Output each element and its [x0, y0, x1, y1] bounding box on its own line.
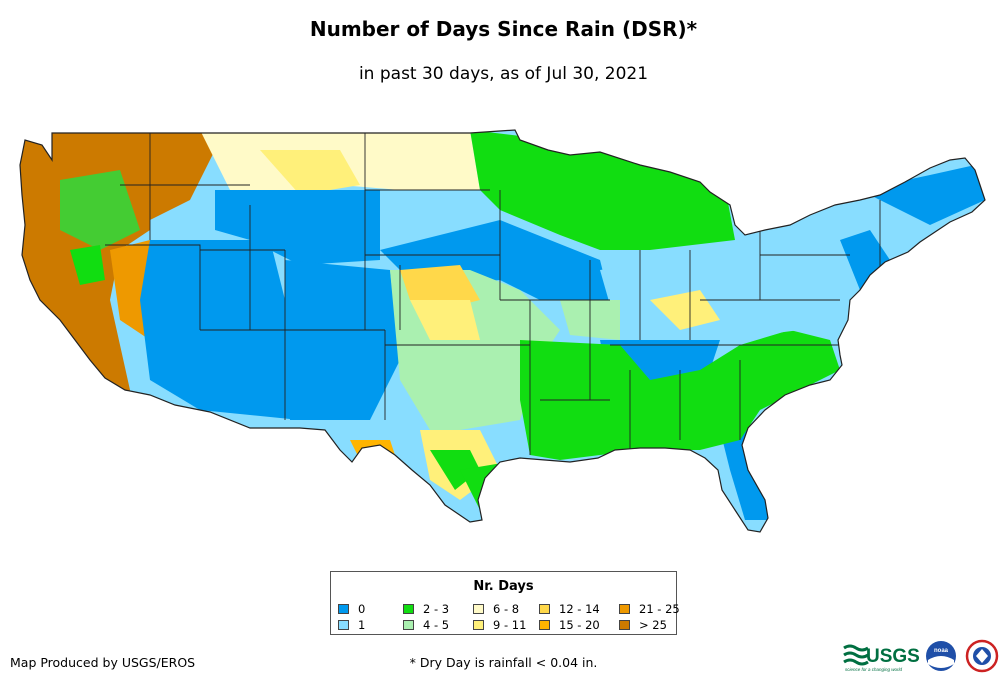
legend-swatch — [338, 604, 349, 614]
legend-swatch — [473, 604, 484, 614]
dsr-zones — [20, 130, 985, 532]
legend-label: 6 - 8 — [493, 602, 520, 616]
legend-swatch — [539, 620, 550, 630]
legend-item: 2 - 3 — [403, 602, 449, 616]
usgs-tagline: science for a changing world — [845, 667, 903, 672]
legend-label: 9 - 11 — [493, 618, 527, 632]
legend-label: 12 - 14 — [559, 602, 600, 616]
legend-item: 21 - 25 — [619, 602, 680, 616]
usgs-wordmark: USGS — [866, 646, 920, 667]
legend-item: 12 - 14 — [539, 602, 600, 616]
state-borders — [105, 133, 881, 455]
legend-label: > 25 — [639, 618, 667, 632]
usgs-logo: USGS science for a changing world — [843, 644, 920, 672]
map-legend: Nr. Days 0 1 2 - 3 4 - 5 6 - 8 9 - 11 12 - 14 1… — [330, 571, 680, 635]
noaa-wordmark: noaa — [934, 648, 949, 654]
legend-swatch — [403, 604, 414, 614]
legend-label: 1 — [358, 618, 366, 632]
legend-label: 21 - 25 — [639, 602, 680, 616]
legend-item: 6 - 8 — [473, 602, 519, 616]
legend-item: 1 — [338, 618, 365, 632]
footnote-text: * Dry Day is rainfall < 0.04 in. — [409, 655, 598, 670]
legend-swatch — [619, 604, 630, 614]
legend-swatch — [473, 620, 484, 630]
legend-item: 0 — [338, 602, 365, 616]
legend-swatch — [403, 620, 414, 630]
legend-swatch — [619, 620, 630, 630]
map-title: Number of Days Since Rain (DSR)* — [309, 17, 698, 41]
legend-label: 2 - 3 — [423, 602, 450, 616]
legend-item: 4 - 5 — [403, 618, 449, 632]
agency-logos: USGS science for a changing world noaa — [843, 639, 999, 673]
legend-label: 15 - 20 — [559, 618, 600, 632]
legend-item: 15 - 20 — [539, 618, 600, 632]
legend-swatch — [539, 604, 550, 614]
legend-title: Nr. Days — [473, 579, 534, 594]
nws-logo — [965, 639, 999, 673]
legend-item: > 25 — [619, 618, 667, 632]
legend-item: 9 - 11 — [473, 618, 526, 632]
legend-swatch — [338, 620, 349, 630]
legend-label: 4 - 5 — [423, 618, 450, 632]
legend-label: 0 — [358, 602, 366, 616]
noaa-logo: noaa — [926, 641, 956, 671]
map-subtitle: in past 30 days, as of Jul 30, 2021 — [358, 64, 649, 84]
credit-text: Map Produced by USGS/EROS — [10, 655, 196, 670]
